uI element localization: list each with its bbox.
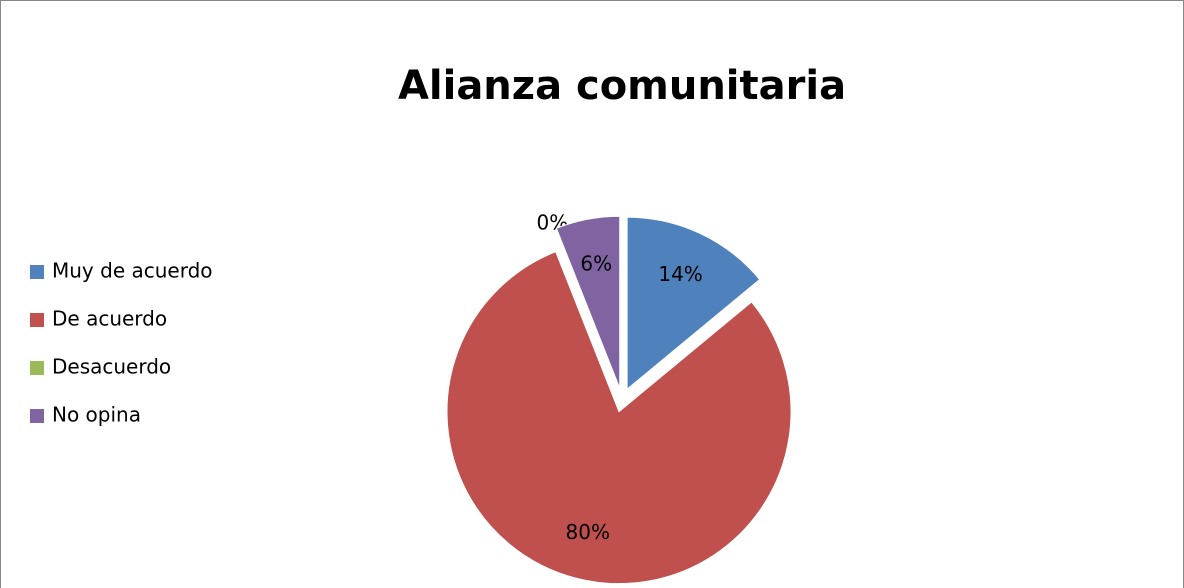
legend-swatch [30,361,44,375]
data-label: 14% [658,262,702,286]
data-label: 6% [580,251,612,275]
legend-label: Desacuerdo [52,355,171,379]
pie-slice [555,215,621,389]
legend-label: No opina [52,403,141,427]
legend-label: Muy de acuerdo [52,259,213,283]
data-label: 80% [566,520,610,544]
pie-slice [446,251,792,585]
legend-swatch [30,265,44,279]
legend-swatch [30,313,44,327]
legend-swatch [30,409,44,423]
legend-label: De acuerdo [52,307,167,331]
chart-title: Alianza comunitaria [398,63,846,109]
pie-slice [626,216,761,391]
